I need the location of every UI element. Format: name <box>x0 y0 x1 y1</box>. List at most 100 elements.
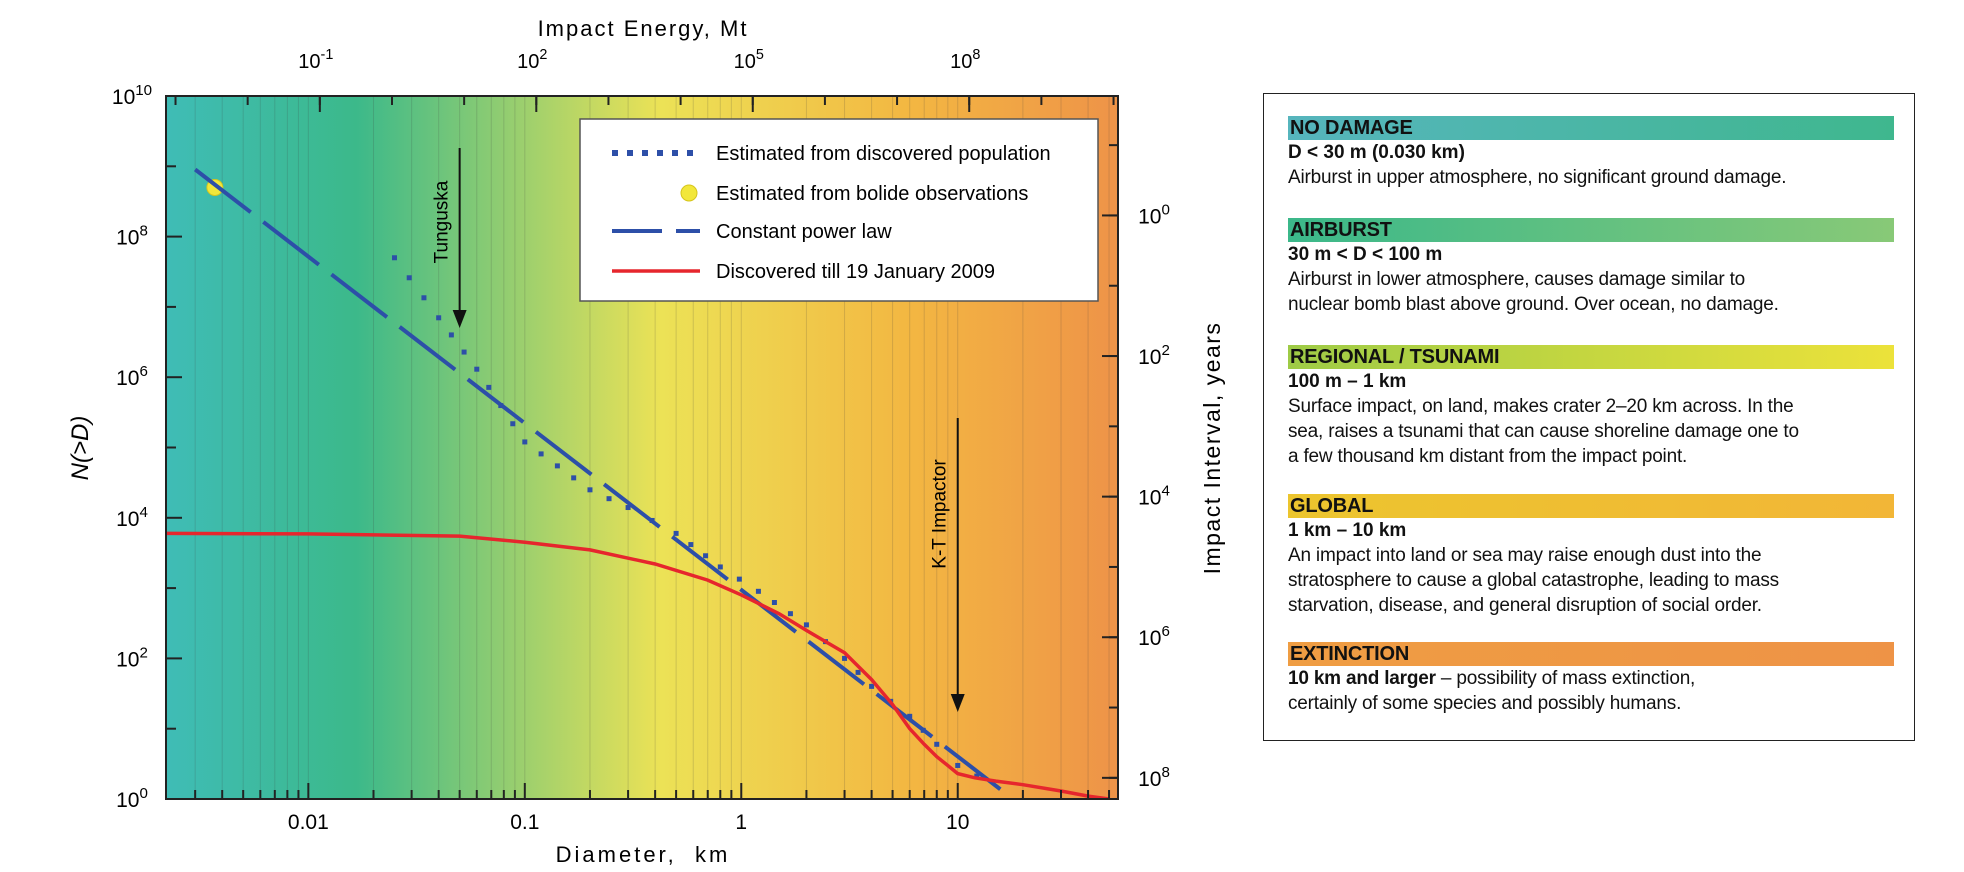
category-title: GLOBAL <box>1288 494 1894 518</box>
category-title: EXTINCTION <box>1288 642 1894 666</box>
ticks-layer: 0.01 0.1 1 10 10-1 102 105 108 100 102 104 106 108 10… <box>112 47 1170 834</box>
x-tick-label: 0.1 <box>510 811 539 834</box>
category-title: NO DAMAGE <box>1288 116 1894 140</box>
dotted-series-point <box>406 275 412 281</box>
top-tick-label: 105 <box>734 47 764 73</box>
dotted-series-point <box>787 611 793 617</box>
category-range: 30 m < D < 100 m <box>1288 244 1443 265</box>
right-axis-title: Impact Interval, years <box>1199 322 1225 575</box>
legend-label: Estimated from bolide observations <box>716 183 1028 205</box>
category-regional-tsunami: REGIONAL / TSUNAMI 100 m – 1 km Surface … <box>1288 345 1894 469</box>
dotted-series-point <box>703 553 709 559</box>
dotted-series-point <box>538 451 544 457</box>
legend-swatch <box>612 150 618 156</box>
top-tick-label: 102 <box>517 47 547 73</box>
category-desc-line: sea, raises a tsunami that can cause sho… <box>1288 421 1799 442</box>
category-desc-line: An impact into land or sea may raise eno… <box>1288 545 1762 566</box>
dotted-series-point <box>907 713 913 719</box>
annotation-arrow-head <box>452 310 467 328</box>
category-range: 1 km – 10 km <box>1288 520 1407 541</box>
category-desc-line: stratosphere to cause a global catastrop… <box>1288 570 1779 591</box>
x-tick-label: 0.01 <box>288 811 329 834</box>
category-desc-line: 10 km and larger – possibility of mass e… <box>1288 666 1894 691</box>
legend-swatch <box>642 150 648 156</box>
right-tick-label: 106 <box>1138 623 1170 650</box>
legend-swatch <box>627 150 633 156</box>
dotted-series-point <box>448 332 454 338</box>
dotted-series-point <box>391 255 397 261</box>
top-axis-title: Impact Energy, Mt <box>538 16 749 41</box>
right-tick-label: 100 <box>1138 201 1170 228</box>
y-tick-label: 106 <box>116 363 148 390</box>
y-axis-title: N(>D) <box>67 416 94 481</box>
dotted-series-point <box>855 669 861 675</box>
legend-swatch <box>657 150 663 156</box>
x-tick-label: 10 <box>946 811 969 834</box>
chart-svg: Tunguska K-T Impactor 0.01 0.1 1 10 10-1 102 10… <box>67 16 1225 867</box>
dotted-series-point <box>803 622 809 628</box>
chart-legend: Estimated from discovered population Esti… <box>579 118 1099 302</box>
y-tick-label: 100 <box>116 785 148 812</box>
dotted-series-point <box>571 475 577 481</box>
category-desc-line: Surface impact, on land, makes crater 2–… <box>1288 396 1794 417</box>
right-tick-label: 104 <box>1138 483 1170 510</box>
annotation-label: K-T Impactor <box>930 459 951 569</box>
category-title: REGIONAL / TSUNAMI <box>1288 345 1894 369</box>
dotted-series-point <box>673 530 679 536</box>
series-layer <box>166 167 1110 799</box>
category-global: GLOBAL 1 km – 10 km An impact into land … <box>1288 494 1894 618</box>
dotted-series-point <box>554 463 560 469</box>
dotted-series-point <box>934 741 940 747</box>
dotted-series-point <box>606 496 612 502</box>
category-desc-line: a few thousand km distant from the impac… <box>1288 446 1688 467</box>
category-desc-line: certainly of some species and possibly h… <box>1288 693 1682 714</box>
x-axis-title: Diameter, km <box>556 842 731 867</box>
category-range: D < 30 m (0.030 km) <box>1288 142 1465 163</box>
category-range: 100 m – 1 km <box>1288 371 1407 392</box>
dotted-series-point <box>474 366 480 372</box>
y-tick-label: 102 <box>116 644 148 671</box>
y-tick-label: 108 <box>116 223 148 250</box>
dotted-series-point <box>688 542 694 548</box>
dotted-series-point <box>955 762 961 768</box>
power-law-line <box>193 167 1015 799</box>
category-desc-inline: – possibility of mass extinction, <box>1435 668 1696 689</box>
legend-label: Discovered till 19 January 2009 <box>716 261 995 283</box>
category-desc-line: starvation, disease, and general disrupt… <box>1288 595 1762 616</box>
dotted-series-point <box>421 295 427 301</box>
category-desc-line: Airburst in upper atmosphere, no signifi… <box>1288 167 1787 188</box>
dotted-series-point <box>755 588 761 594</box>
right-tick-label: 102 <box>1138 342 1170 369</box>
y-tick-label: 104 <box>116 504 148 531</box>
dotted-series-point <box>771 599 777 605</box>
legend-swatch <box>687 150 693 156</box>
dotted-series-point <box>486 384 492 390</box>
category-no-damage: NO DAMAGE D < 30 m (0.030 km) Airburst i… <box>1288 116 1894 190</box>
category-range: 10 km and larger <box>1288 668 1436 689</box>
dotted-series-point <box>625 505 631 511</box>
top-tick-label: 10-1 <box>298 47 333 73</box>
dotted-series-point <box>736 576 742 582</box>
impact-chart: Tunguska K-T Impactor 0.01 0.1 1 10 10-1 102 10… <box>67 16 1225 867</box>
dotted-series-point <box>461 349 467 355</box>
right-tick-label: 108 <box>1138 764 1170 791</box>
discovered-line <box>166 531 1110 799</box>
dotted-series-point <box>522 439 528 445</box>
category-desc-line: Airburst in lower atmosphere, causes dam… <box>1288 269 1746 290</box>
dotted-series-point <box>436 315 442 321</box>
axis-labels-layer: Impact Energy, Mt Diameter, km N(>D) Imp… <box>67 16 1225 867</box>
annotation-layer: Tunguska K-T Impactor <box>432 148 965 712</box>
top-tick-label: 108 <box>950 47 980 73</box>
annotation-arrow-head <box>950 694 965 712</box>
dotted-series-point <box>510 421 516 427</box>
legend-label: Estimated from discovered population <box>716 143 1051 165</box>
dotted-series-point <box>842 655 848 661</box>
legend-label: Constant power law <box>716 221 892 243</box>
y-tick-label: 1010 <box>112 82 152 109</box>
x-tick-label: 1 <box>735 811 747 834</box>
legend-swatch <box>680 184 698 202</box>
impact-categories-panel: NO DAMAGE D < 30 m (0.030 km) Airburst i… <box>1263 93 1915 741</box>
dotted-series-point <box>587 487 593 493</box>
category-desc-line: nuclear bomb blast above ground. Over oc… <box>1288 294 1779 315</box>
legend-swatch <box>672 150 678 156</box>
